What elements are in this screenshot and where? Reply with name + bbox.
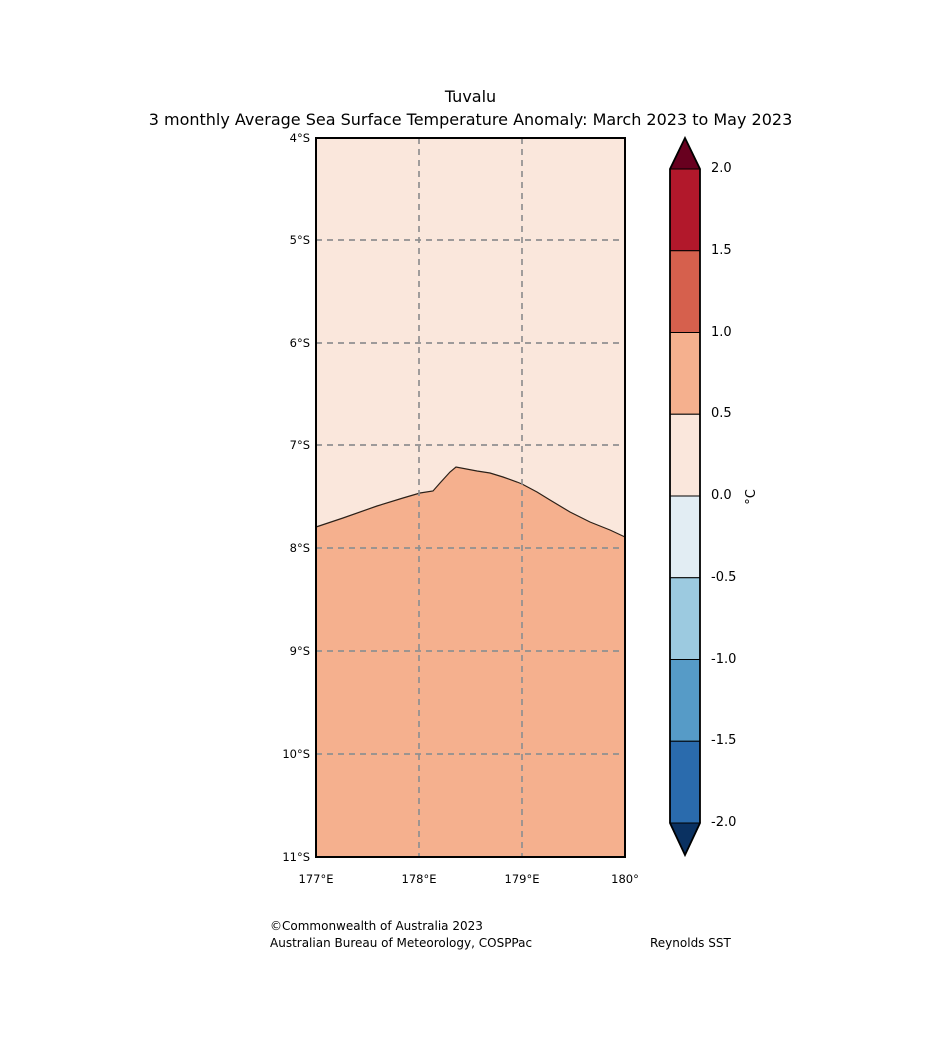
cbtick-m1p0: -1.0: [711, 652, 737, 667]
cbtick-m2p0: -2.0: [711, 815, 737, 830]
cbtick-m1p5: -1.5: [711, 733, 737, 748]
colorbar-cell-m1p0-m0p5: [669, 577, 701, 660]
cbtick-0p5: 0.5: [711, 406, 732, 421]
ytick-7s: 7°S: [289, 438, 310, 452]
contour-line-0p5: [315, 466, 626, 538]
colorbar-cell-m1p5-m1p0: [669, 659, 701, 742]
xtick-180: 180°: [611, 872, 639, 886]
ytick-11s: 11°S: [282, 850, 310, 864]
xtick-179e: 179°E: [504, 872, 540, 886]
ytick-6s: 6°S: [289, 336, 310, 350]
map-region-south: [316, 467, 625, 857]
map-border: [315, 137, 626, 858]
colorbar-cell-0p5-1p0: [669, 332, 701, 415]
cbtick-1p5: 1.5: [711, 243, 732, 258]
ytick-8s: 8°S: [289, 541, 310, 555]
graticule-gridlines: [316, 138, 625, 857]
colorbar-outline: [669, 136, 701, 858]
colorbar-extend-lower: [669, 822, 701, 857]
ytick-4s: 4°S: [289, 131, 310, 145]
colorbar-cell-1p5-2p0: [669, 168, 701, 252]
cbtick-0p0: 0.0: [711, 488, 732, 503]
cbtick-1p0: 1.0: [711, 325, 732, 340]
footer-copyright: ©Commonwealth of Australia 2023: [270, 919, 483, 933]
chart-subtitle: 3 monthly Average Sea Surface Temperatur…: [148, 110, 793, 129]
ytick-10s: 10°S: [282, 747, 310, 761]
colorbar: [669, 136, 701, 858]
colorbar-extend-upper: [669, 136, 701, 170]
colorbar-cell-0p0-0p5: [669, 413, 701, 497]
map-plot: [315, 137, 626, 858]
xtick-178e: 178°E: [401, 872, 437, 886]
footer-data-source: Reynolds SST: [650, 936, 731, 950]
colorbar-cell-m0p5-0p0: [669, 495, 701, 579]
footer-agency: Australian Bureau of Meteorology, COSPPa…: [270, 936, 533, 950]
xtick-177e: 177°E: [298, 872, 334, 886]
cbtick-2p0: 2.0: [711, 161, 732, 176]
chart-title: Tuvalu: [444, 87, 497, 106]
colorbar-cell-1p0-1p5: [669, 250, 701, 333]
colorbar-cell-m2p0-m1p5: [669, 740, 701, 824]
cbtick-m0p5: -0.5: [711, 570, 737, 585]
ytick-5s: 5°S: [289, 233, 310, 247]
colorbar-unit-label: °C: [744, 489, 759, 505]
ytick-9s: 9°S: [289, 644, 310, 658]
